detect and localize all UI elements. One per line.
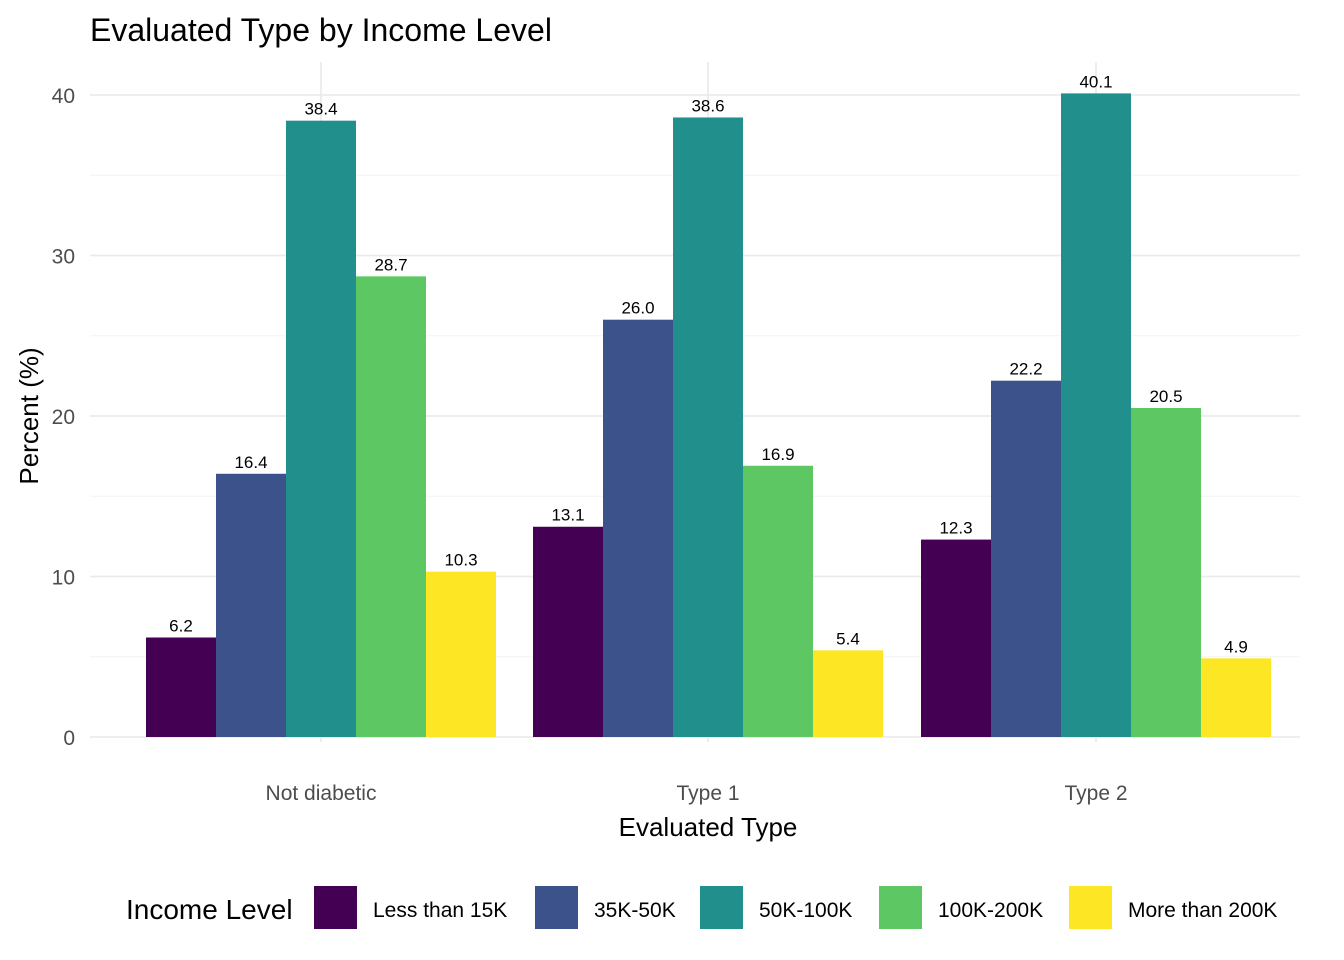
bars	[146, 93, 1271, 738]
bar-value-label: 28.7	[374, 255, 407, 274]
chart-title: Evaluated Type by Income Level	[90, 12, 552, 48]
bar-value-label: 10.3	[444, 551, 477, 570]
legend-key	[535, 886, 578, 929]
bar-value-label: 6.2	[169, 616, 193, 635]
bar	[603, 319, 673, 737]
bar	[921, 539, 991, 737]
x-axis: Not diabetic Type 1 Type 2	[266, 782, 1128, 805]
bar-value-label: 20.5	[1149, 387, 1182, 406]
bar	[533, 526, 603, 737]
bar-value-label: 38.4	[304, 100, 337, 119]
legend-label: 100K-200K	[938, 899, 1043, 922]
x-tick-label: Type 1	[676, 782, 739, 805]
bar-value-label: 4.9	[1224, 637, 1248, 656]
bar-value-label: 13.1	[551, 506, 584, 525]
legend-key	[314, 886, 357, 929]
bar-value-label: 40.1	[1079, 72, 1112, 91]
y-tick-label: 40	[52, 85, 75, 108]
bar-value-label: 5.4	[836, 629, 860, 648]
x-tick-label: Not diabetic	[266, 782, 377, 805]
legend-label: More than 200K	[1128, 899, 1277, 922]
bar	[813, 650, 883, 737]
bar-value-label: 16.4	[234, 453, 267, 472]
bar	[1201, 658, 1271, 737]
bar	[991, 380, 1061, 737]
y-tick-label: 20	[52, 406, 75, 429]
bar	[356, 276, 426, 737]
legend-label: 50K-100K	[759, 899, 852, 922]
bar	[216, 473, 286, 737]
y-tick-label: 10	[52, 567, 75, 590]
bar-value-label: 16.9	[761, 445, 794, 464]
bar-value-label: 12.3	[939, 519, 972, 538]
y-axis: 0 10 20 30 40	[52, 85, 75, 750]
legend-key	[1069, 886, 1112, 929]
legend-items: Less than 15K 35K-50K 50K-100K 100K-200K Mor…	[314, 886, 1277, 929]
legend-key	[879, 886, 922, 929]
bar	[743, 465, 813, 737]
y-tick-label: 0	[63, 727, 75, 750]
y-tick-label: 30	[52, 246, 75, 269]
legend-label: Less than 15K	[373, 899, 507, 922]
legend-title: Income Level	[126, 894, 293, 925]
bar	[673, 117, 743, 738]
legend-key	[700, 886, 743, 929]
bar-labels: 6.2 16.4 38.4 28.7 10.3 13.1 26.0 38.6 16.9 5.4 12…	[169, 72, 1248, 656]
legend-label: 35K-50K	[594, 899, 676, 922]
bar	[286, 120, 356, 738]
bar-value-label: 22.2	[1009, 360, 1042, 379]
bar	[146, 637, 216, 737]
bar	[1061, 93, 1131, 737]
bar	[426, 571, 496, 737]
x-axis-title: Evaluated Type	[619, 812, 798, 842]
bar-value-label: 38.6	[691, 96, 724, 115]
bar	[1131, 407, 1201, 737]
y-axis-title: Percent (%)	[14, 347, 44, 484]
x-tick-label: Type 2	[1064, 782, 1127, 805]
bar-value-label: 26.0	[621, 299, 654, 318]
legend: Income Level Less than 15K 35K-50K 50K-100…	[126, 886, 1277, 929]
